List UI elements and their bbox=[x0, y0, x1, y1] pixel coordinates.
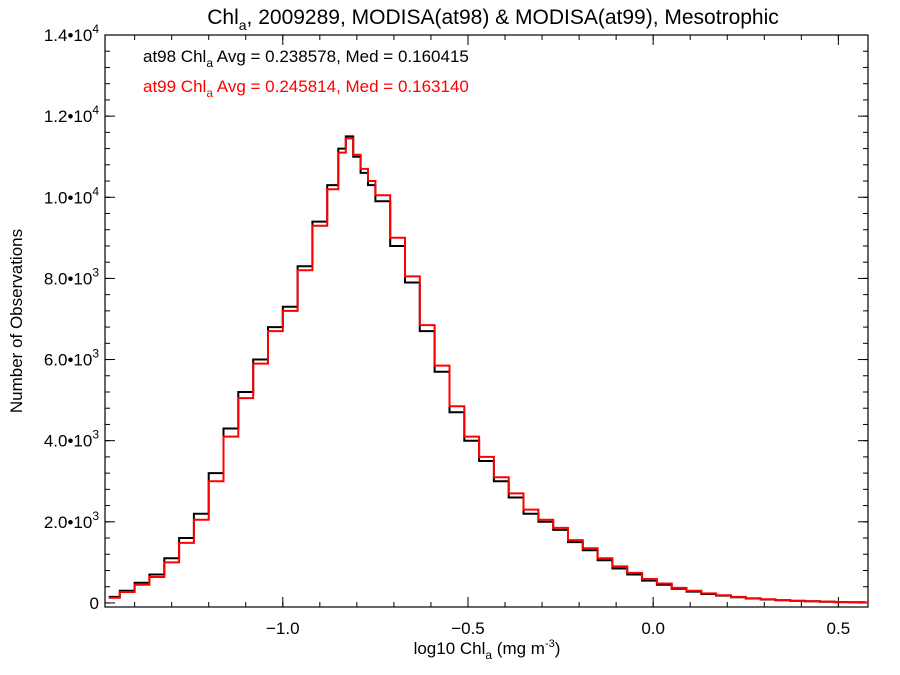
y-tick-label: 1.0•104 bbox=[44, 184, 100, 207]
plot-frame bbox=[104, 34, 869, 608]
x-axis-label-superscript: -3 bbox=[545, 638, 555, 650]
y-tick-exponent: 4 bbox=[92, 22, 99, 36]
legend-entry-prefix: at98 Chl bbox=[143, 47, 206, 66]
y-tick-mantissa: 1.0•10 bbox=[44, 188, 93, 207]
legend-entry-subscript: a bbox=[206, 56, 213, 70]
y-tick-exponent: 4 bbox=[92, 103, 99, 117]
y-tick-mantissa: 6.0•10 bbox=[44, 351, 93, 370]
y-tick-label: 6.0•103 bbox=[44, 347, 100, 370]
y-tick-exponent: 3 bbox=[92, 509, 99, 523]
legend: at98 Chla Avg = 0.238578, Med = 0.160415… bbox=[143, 47, 469, 100]
y-tick-label: 1.4•104 bbox=[44, 22, 100, 45]
y-axis-label: Number of Observations bbox=[7, 229, 26, 413]
legend-entry-rest: Avg = 0.238578, Med = 0.160415 bbox=[213, 47, 469, 66]
x-tick-label: −1.0 bbox=[266, 619, 300, 638]
y-tick-mantissa: 1.4•10 bbox=[44, 26, 93, 45]
x-tick-label: −0.5 bbox=[451, 619, 485, 638]
y-tick-label: 2.0•103 bbox=[44, 509, 100, 532]
y-tick-exponent: 3 bbox=[92, 347, 99, 361]
y-tick-label: 0 bbox=[90, 594, 99, 613]
legend-entry: at98 Chla Avg = 0.238578, Med = 0.160415 bbox=[143, 47, 469, 70]
title-subscript: a bbox=[239, 17, 247, 33]
x-tick-label: 0.5 bbox=[827, 619, 851, 638]
x-axis-label-end: ) bbox=[555, 639, 561, 658]
series-0-line bbox=[108, 135, 868, 604]
legend-entry: at99 Chla Avg = 0.245814, Med = 0.163140 bbox=[143, 77, 469, 100]
y-tick-label: 8.0•103 bbox=[44, 265, 100, 288]
chart-title: Chla, 2009289, MODISA(at98) & MODISA(at9… bbox=[207, 6, 779, 33]
y-tick-mantissa: 1.2•10 bbox=[44, 107, 93, 126]
y-tick-exponent: 3 bbox=[92, 428, 99, 442]
y-tick-mantissa: 4.0•10 bbox=[44, 432, 93, 451]
legend-entry-prefix: at99 Chl bbox=[143, 77, 206, 96]
y-tick-mantissa: 2.0•10 bbox=[44, 513, 93, 532]
x-tick-label: 0.0 bbox=[641, 619, 665, 638]
x-axis-label: log10 Chla (mg m-3) bbox=[414, 638, 561, 662]
y-tick-exponent: 4 bbox=[92, 184, 99, 198]
y-tick-label: 4.0•103 bbox=[44, 428, 100, 451]
series-1-line bbox=[108, 137, 868, 604]
x-axis-label-prefix: log10 Chl bbox=[414, 639, 486, 658]
y-tick-mantissa: 8.0•10 bbox=[44, 269, 93, 288]
y-tick-mantissa: 0 bbox=[90, 594, 99, 613]
y-tick-label: 1.2•104 bbox=[44, 103, 100, 126]
y-tick-exponent: 3 bbox=[92, 265, 99, 279]
x-axis-label-subscript: a bbox=[485, 648, 492, 662]
legend-entry-subscript: a bbox=[206, 86, 213, 100]
x-axis-label-mid: (mg m bbox=[492, 639, 545, 658]
series-layer bbox=[108, 135, 868, 604]
legend-entry-rest: Avg = 0.245814, Med = 0.163140 bbox=[213, 77, 469, 96]
title-rest: , 2009289, MODISA(at98) & MODISA(at99), … bbox=[247, 6, 779, 29]
title-prefix: Chl bbox=[207, 6, 239, 29]
axis-ticks: −1.0 −0.5 0.0 0.502.0•1034.0•1036.0•1038.0•… bbox=[44, 22, 868, 638]
